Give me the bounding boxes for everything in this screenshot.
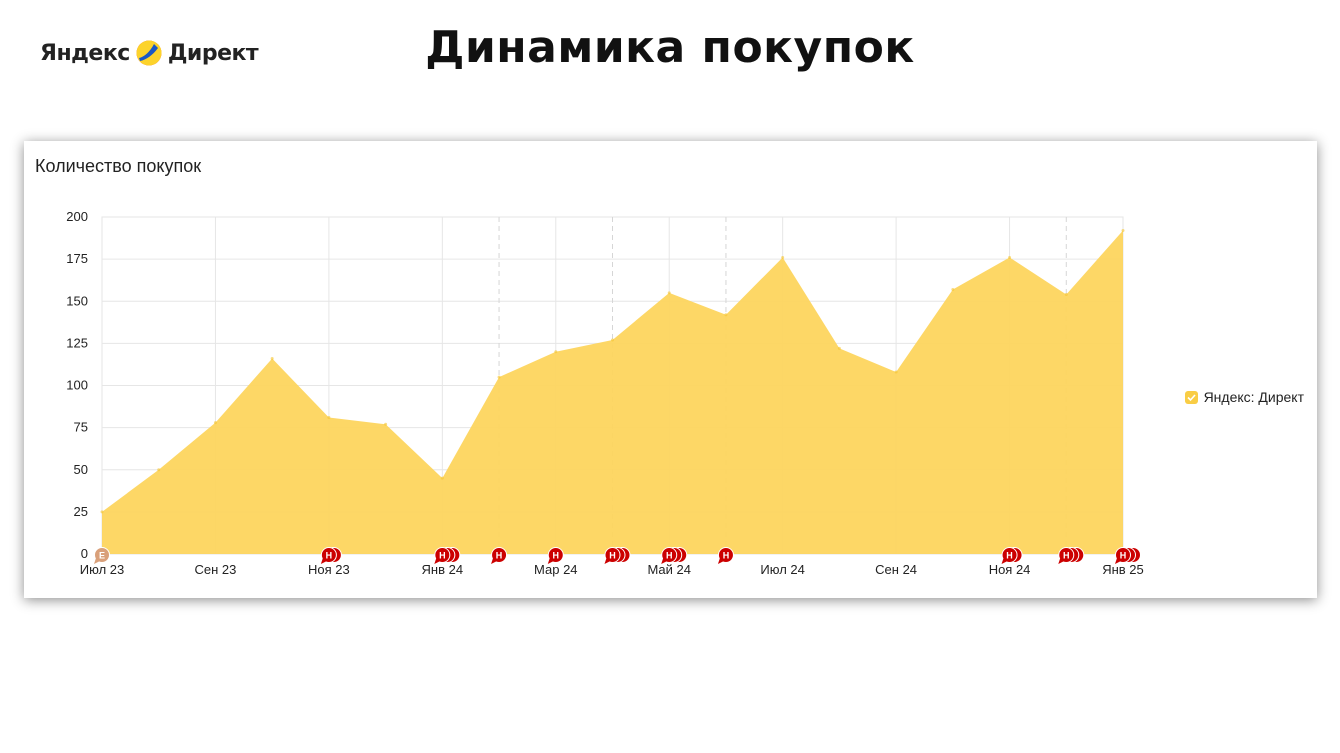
data-point [1008,255,1012,259]
data-point [213,421,217,425]
event-marker-icon[interactable]: Н [717,547,734,565]
y-tick-label: 200 [66,209,88,224]
y-tick-label: 50 [74,462,88,477]
x-tick-label: Июл 24 [760,562,804,577]
y-tick-label: 175 [66,251,88,266]
chart-card: Количество покупок 0 25 50 75 100 125 150 175 20… [24,141,1317,598]
event-marker-icon[interactable]: Е [94,547,110,565]
legend-label: Яндекс: Директ [1203,389,1304,405]
x-tick-label: Июл 23 [80,562,124,577]
event-marker-icon[interactable]: Н [661,547,678,565]
page-title: Динамика покупок [425,22,915,73]
data-point [440,476,444,480]
data-point [1064,293,1068,297]
x-tick-label: Ноя 24 [989,562,1031,577]
data-point [781,255,785,259]
event-marker-icon[interactable]: Н [604,547,621,565]
area-chart: 0 25 50 75 100 125 150 175 200 Июл 23 Сен 23 Ноя 23… [66,209,1144,577]
y-tick-label: 125 [66,335,88,350]
svg-text:Е: Е [99,551,105,561]
y-tick-label: 25 [74,504,88,519]
svg-text:Н: Н [326,551,333,561]
data-point [951,287,955,291]
event-marker-icon[interactable]: Н [1058,547,1075,565]
yandex-direct-logo: Яндекс Директ [40,37,259,69]
event-marker-icon[interactable]: Н [1115,547,1131,565]
data-point [724,313,728,317]
data-point [384,422,388,426]
svg-text:Н: Н [1063,551,1070,561]
svg-text:Н: Н [609,551,616,561]
data-point [611,338,614,342]
svg-text:Н: Н [723,551,730,561]
event-marker-icon[interactable]: Н [547,547,564,565]
data-point [270,357,274,361]
data-point [100,510,104,514]
data-point [894,370,898,374]
svg-text:Н: Н [553,551,560,561]
svg-text:Н: Н [1006,551,1013,561]
x-tick-label: Янв 24 [422,562,464,577]
data-point [667,291,671,295]
logo-text-yandex: Яндекс [40,40,130,66]
svg-text:Н: Н [666,551,673,561]
svg-text:Н: Н [1120,551,1127,561]
chart-title: Количество покупок [35,156,202,176]
logo-text-direct: Директ [167,40,259,66]
chart-legend[interactable]: Яндекс: Директ [1184,389,1304,405]
data-point [554,350,558,354]
direct-logo-icon [136,40,162,66]
y-tick-label: 0 [81,546,88,561]
area-series-yandex-direct [102,230,1123,554]
y-tick-label: 75 [74,420,88,435]
data-point [497,375,501,379]
x-tick-label: Сен 23 [195,562,237,577]
legend-checkbox-icon[interactable] [1184,390,1198,404]
x-tick-label: Мар 24 [534,562,578,577]
y-tick-label: 100 [66,378,88,393]
svg-text:Н: Н [439,551,446,561]
data-point [837,346,841,350]
event-marker-icon[interactable]: Н [434,547,451,565]
x-tick-label: Ноя 23 [308,562,350,577]
event-marker-icon[interactable]: Н [491,547,508,565]
y-tick-label: 150 [66,293,88,308]
x-tick-label: Сен 24 [875,562,917,577]
data-point [1121,228,1125,232]
event-marker-icon[interactable]: Н [1001,547,1018,565]
data-point [327,416,331,420]
x-tick-label: Май 24 [647,562,691,577]
event-marker-icon[interactable]: Н [320,547,337,565]
svg-text:Н: Н [496,551,503,561]
x-tick-label: Янв 25 [1102,562,1144,577]
data-point [157,468,161,472]
